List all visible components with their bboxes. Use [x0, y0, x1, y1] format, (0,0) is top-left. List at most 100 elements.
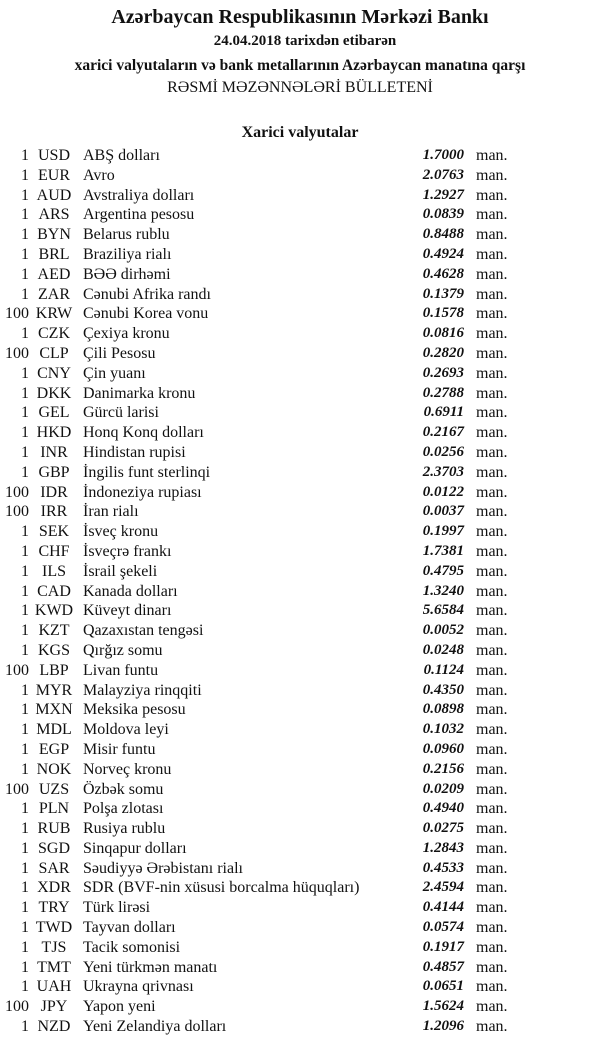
currency-code: LBP — [39, 661, 69, 679]
amount: 1 — [21, 463, 29, 481]
rate-value: 0.4533 — [422, 859, 464, 876]
rate-value: 0.0839 — [422, 206, 464, 223]
rate-value: 0.0275 — [422, 820, 464, 837]
unit-label: man. — [476, 998, 508, 1016]
rate-row-brl: 1 BRL Braziliya rialı 0.4924 man. — [0, 245, 600, 265]
unit-label: man. — [476, 800, 508, 818]
amount: 1 — [21, 424, 29, 442]
rate-value: 0.1578 — [422, 305, 464, 322]
currency-code: IRR — [40, 503, 68, 521]
amount: 1 — [21, 147, 29, 164]
currency-code: PLN — [38, 800, 70, 818]
currency-code: CHF — [38, 542, 70, 560]
amount: 100 — [5, 305, 29, 323]
rate-value: 0.4350 — [422, 681, 464, 698]
currency-code: KWD — [34, 602, 74, 620]
rate-value: 0.0037 — [422, 503, 464, 520]
currency-name: Belarus rublu — [83, 226, 170, 244]
rate-value: 2.4594 — [422, 879, 464, 896]
currency-code: MYR — [35, 681, 73, 699]
rate-value: 0.2788 — [422, 384, 464, 401]
bank-title: Azərbaycan Respublikasının Mərkəzi Bankı — [111, 6, 489, 28]
rate-value: 0.0960 — [422, 740, 464, 757]
rate-row-jpy: 100 JPY Yapon yeni 1.5624 man. — [0, 997, 600, 1017]
unit-label: man. — [476, 1018, 508, 1036]
currency-name: Norveç kronu — [83, 760, 172, 778]
currency-code: UAH — [36, 978, 72, 996]
amount: 1 — [21, 701, 29, 719]
rate-value: 0.0651 — [422, 978, 464, 995]
currency-code: MDL — [36, 721, 72, 739]
currency-code: AED — [37, 265, 71, 283]
currency-name: İsrail şekeli — [83, 562, 158, 580]
rate-row-sar: 1 SAR Səudiyyə Ərəbistanı rialı 0.4533 man. — [0, 859, 600, 879]
rate-row-twd: 1 TWD Tayvan dolları 0.0574 man. — [0, 918, 600, 938]
subtitle: xarici valyutaların və bank metallarının… — [74, 57, 526, 74]
amount: 1 — [21, 859, 29, 877]
rate-value: 0.0052 — [422, 622, 464, 639]
rate-value: 0.2156 — [422, 760, 464, 777]
amount: 1 — [21, 582, 29, 600]
rate-value: 0.4144 — [422, 899, 464, 916]
currency-code: BRL — [38, 245, 70, 263]
rate-value: 1.3240 — [422, 582, 464, 599]
currency-code: CLP — [39, 344, 69, 362]
unit-label: man. — [476, 681, 508, 699]
amount: 100 — [5, 998, 29, 1016]
currency-code: KGS — [37, 641, 70, 659]
rate-row-lbp: 100 LBP Livan funtu 0.1124 man. — [0, 661, 600, 681]
amount: 1 — [21, 820, 29, 838]
unit-label: man. — [476, 602, 508, 620]
rate-row-ils: 1 ILS İsrail şekeli 0.4795 man. — [0, 562, 600, 582]
amount: 1 — [21, 166, 29, 184]
unit-label: man. — [476, 285, 508, 303]
currency-code: TRY — [38, 899, 70, 917]
amount: 1 — [21, 740, 29, 758]
unit-label: man. — [476, 740, 508, 758]
unit-label: man. — [476, 424, 508, 442]
unit-label: man. — [476, 325, 508, 343]
amount: 100 — [5, 780, 29, 798]
currency-name: Argentina pesosu — [83, 206, 195, 224]
rate-value: 0.0248 — [422, 641, 464, 658]
unit-label: man. — [476, 364, 508, 382]
currency-name: Özbək somu — [83, 780, 164, 798]
amount: 1 — [21, 800, 29, 818]
rate-row-czk: 1 CZK Çexiya kronu 0.0816 man. — [0, 324, 600, 344]
rate-row-kwd: 1 KWD Küveyt dinarı 5.6584 man. — [0, 601, 600, 621]
rate-row-tmt: 1 TMT Yeni türkmən manatı 0.4857 man. — [0, 958, 600, 978]
amount: 1 — [21, 206, 29, 224]
unit-label: man. — [476, 820, 508, 838]
amount: 1 — [21, 285, 29, 303]
currency-name: Livan funtu — [83, 661, 159, 679]
rate-row-try: 1 TRY Türk lirəsi 0.4144 man. — [0, 898, 600, 918]
rate-value: 0.1917 — [422, 938, 464, 955]
amount: 1 — [21, 681, 29, 699]
rate-row-irr: 100 IRR İran rialı 0.0037 man. — [0, 502, 600, 522]
rate-value: 1.2927 — [422, 186, 464, 203]
currency-code: GEL — [38, 404, 70, 422]
rate-row-kzt: 1 KZT Qazaxıstan tengəsi 0.0052 man. — [0, 621, 600, 641]
currency-code: ILS — [42, 562, 66, 580]
unit-label: man. — [476, 919, 508, 937]
rate-row-gbp: 1 GBP İngilis funt sterlinqi 2.3703 man. — [0, 463, 600, 483]
currency-code: RUB — [37, 820, 71, 838]
rate-row-sgd: 1 SGD Sinqapur dolları 1.2843 man. — [0, 839, 600, 859]
amount: 1 — [21, 602, 29, 620]
rate-value: 2.3703 — [422, 463, 464, 480]
currency-code: ARS — [38, 206, 70, 224]
amount: 1 — [21, 879, 29, 897]
currency-code: UZS — [38, 780, 70, 798]
unit-label: man. — [476, 226, 508, 244]
unit-label: man. — [476, 859, 508, 877]
currency-name: Honq Konq dolları — [83, 424, 204, 442]
rate-row-xdr: 1 XDR SDR (BVF-nin xüsusi borcalma hüquqla… — [0, 878, 600, 898]
currency-code: KRW — [35, 305, 73, 323]
rate-value: 1.7000 — [422, 147, 464, 163]
unit-label: man. — [476, 839, 508, 857]
amount: 1 — [21, 186, 29, 204]
unit-label: man. — [476, 147, 508, 164]
rate-row-aud: 1 AUD Avstraliya dolları 1.2927 man. — [0, 186, 600, 206]
rate-value: 1.2843 — [422, 839, 464, 856]
currency-name: Yeni Zelandiya dolları — [83, 1018, 227, 1036]
